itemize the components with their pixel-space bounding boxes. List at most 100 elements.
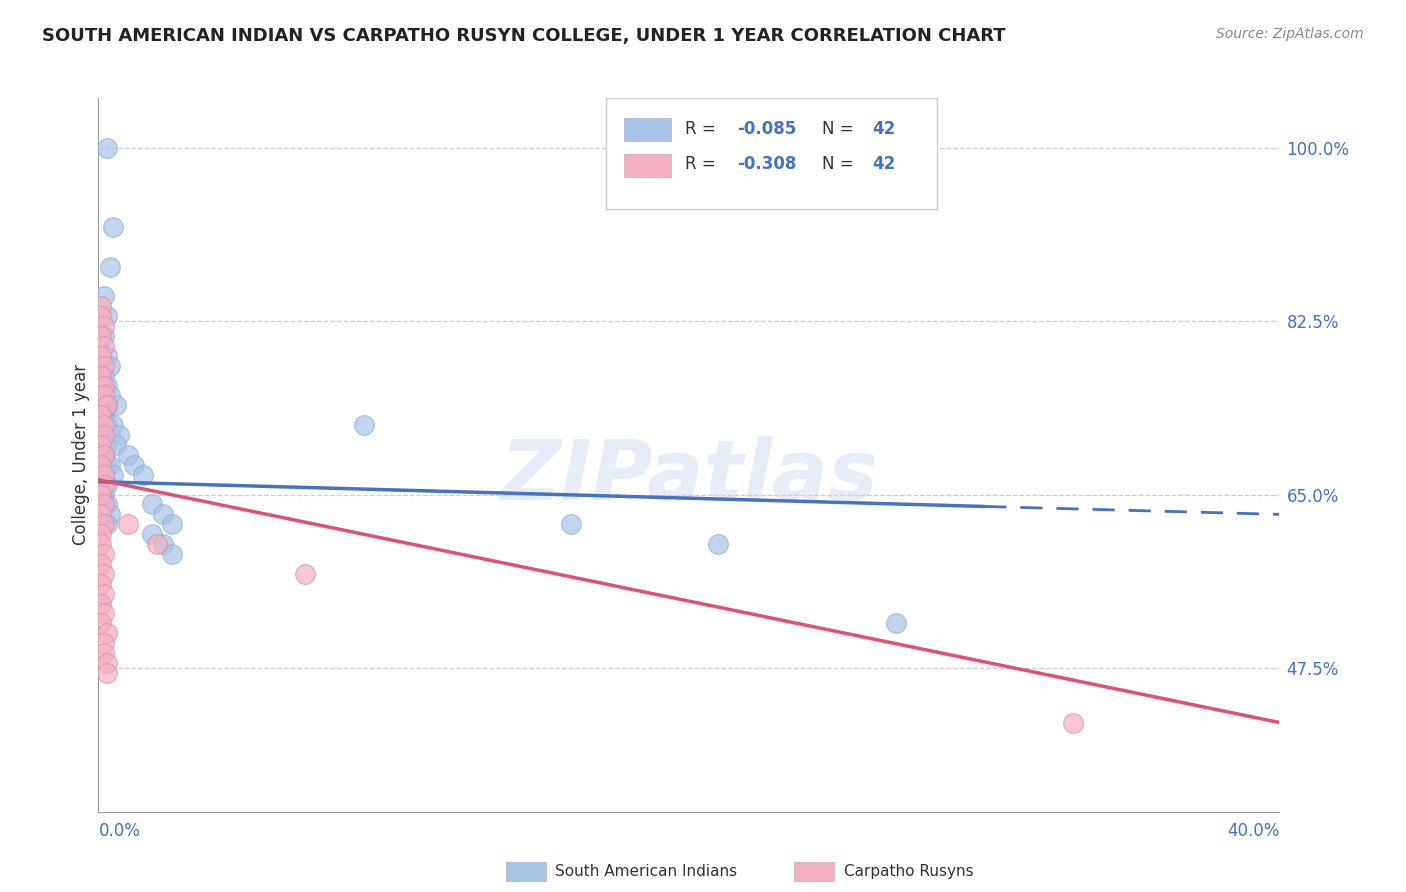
Point <box>93 467 115 482</box>
Point <box>96 418 118 433</box>
Point <box>96 665 118 680</box>
Point <box>96 517 118 532</box>
Point <box>98 458 121 472</box>
Point <box>96 398 118 412</box>
Point <box>93 368 115 383</box>
Point <box>93 409 115 423</box>
Point <box>93 428 115 442</box>
Point <box>117 448 139 462</box>
Point <box>93 388 115 402</box>
Text: N =: N = <box>823 155 859 173</box>
Point <box>90 458 112 472</box>
Point <box>707 537 730 551</box>
Point <box>93 418 115 433</box>
Point <box>98 260 121 274</box>
Point <box>93 607 115 621</box>
Text: 42: 42 <box>872 155 896 173</box>
Point <box>294 566 316 581</box>
Point <box>162 517 183 532</box>
Text: SOUTH AMERICAN INDIAN VS CARPATHO RUSYN COLLEGE, UNDER 1 YEAR CORRELATION CHART: SOUTH AMERICAN INDIAN VS CARPATHO RUSYN … <box>42 27 1005 45</box>
Point <box>103 219 125 234</box>
Point <box>90 299 112 313</box>
Point <box>93 487 115 501</box>
Text: R =: R = <box>685 155 721 173</box>
Text: N =: N = <box>823 120 859 137</box>
Point <box>141 527 163 541</box>
Point <box>98 508 121 522</box>
Point <box>90 487 112 501</box>
Text: -0.308: -0.308 <box>737 155 797 173</box>
Point <box>93 566 115 581</box>
FancyBboxPatch shape <box>624 118 671 141</box>
Point <box>90 576 112 591</box>
Point <box>96 626 118 640</box>
Point <box>96 349 118 363</box>
Point <box>93 329 115 343</box>
Point <box>96 378 118 392</box>
Point <box>152 508 174 522</box>
Point <box>93 636 115 650</box>
Point <box>90 616 112 631</box>
Point <box>132 467 155 482</box>
Point <box>162 547 183 561</box>
Point <box>98 388 121 402</box>
Point <box>93 477 115 491</box>
Point <box>90 597 112 611</box>
Point <box>93 448 115 462</box>
Text: South American Indians: South American Indians <box>555 864 738 879</box>
Point <box>884 616 907 631</box>
Point <box>90 409 112 423</box>
Point <box>90 527 112 541</box>
Y-axis label: College, Under 1 year: College, Under 1 year <box>72 364 90 546</box>
Text: 0.0%: 0.0% <box>98 822 141 839</box>
Point <box>152 537 174 551</box>
Point <box>90 329 112 343</box>
Point <box>93 448 115 462</box>
Point <box>93 319 115 334</box>
FancyBboxPatch shape <box>606 98 936 209</box>
Text: Carpatho Rusyns: Carpatho Rusyns <box>844 864 973 879</box>
Text: 42: 42 <box>872 120 896 137</box>
Point <box>117 517 139 532</box>
Point <box>90 368 112 383</box>
Point <box>90 508 112 522</box>
Point <box>90 537 112 551</box>
Point <box>90 309 112 323</box>
Point <box>90 557 112 571</box>
Point <box>96 141 118 155</box>
Point <box>103 467 125 482</box>
Point <box>93 378 115 392</box>
Point <box>90 438 112 452</box>
Point <box>96 458 118 472</box>
Point <box>93 646 115 660</box>
Point <box>141 498 163 512</box>
Point <box>103 418 125 433</box>
Point <box>105 438 128 452</box>
Point <box>353 418 375 433</box>
Point <box>1062 715 1084 730</box>
Point <box>98 428 121 442</box>
Point <box>93 517 115 532</box>
Point <box>93 498 115 512</box>
Point <box>93 587 115 601</box>
Text: -0.085: -0.085 <box>737 120 797 137</box>
Text: ZIPatlas: ZIPatlas <box>501 436 877 516</box>
Point <box>560 517 582 532</box>
Point <box>96 398 118 412</box>
Point <box>96 438 118 452</box>
Text: Source: ZipAtlas.com: Source: ZipAtlas.com <box>1216 27 1364 41</box>
Point <box>96 656 118 670</box>
Point <box>93 289 115 303</box>
Point <box>96 477 118 491</box>
Point <box>90 349 112 363</box>
Point <box>146 537 169 551</box>
Point <box>96 309 118 323</box>
Point <box>98 359 121 373</box>
Text: R =: R = <box>685 120 721 137</box>
Point <box>93 359 115 373</box>
Text: 40.0%: 40.0% <box>1227 822 1279 839</box>
Point <box>93 339 115 353</box>
Point <box>108 428 131 442</box>
Point <box>122 458 145 472</box>
Point <box>96 498 118 512</box>
